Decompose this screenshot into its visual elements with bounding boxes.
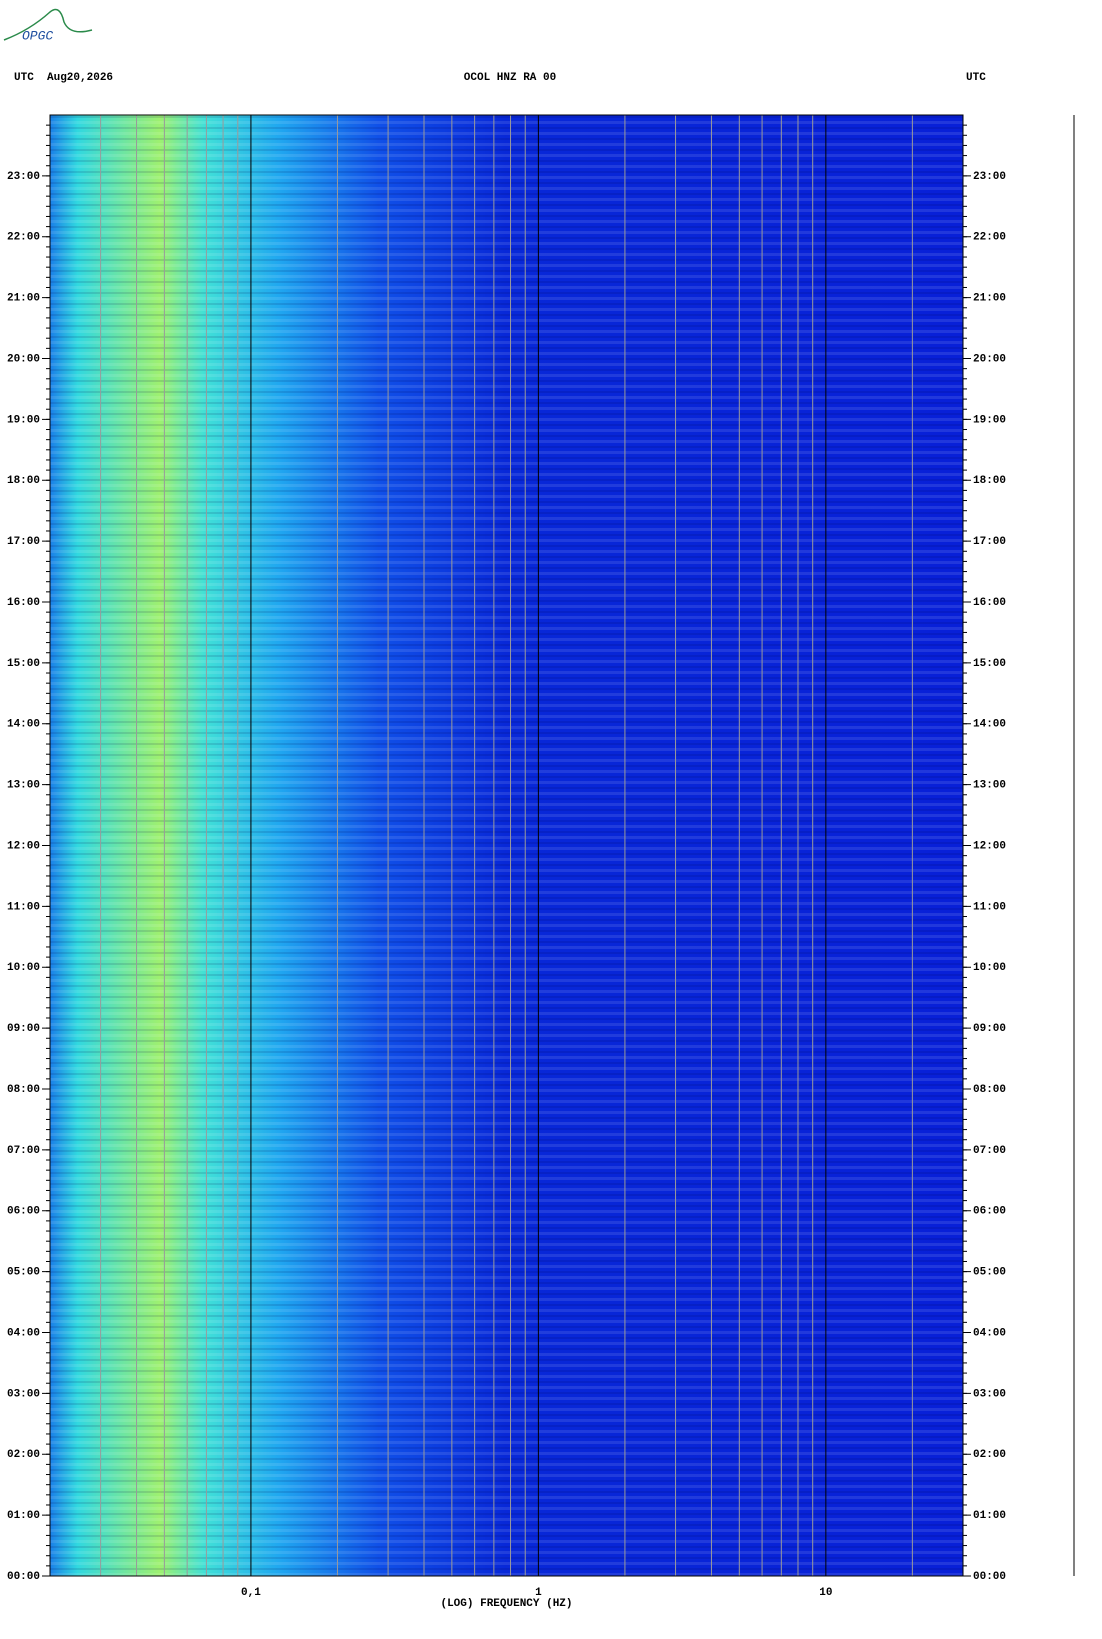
y-tick-label: 09:00 [7,1023,40,1035]
x-tick-label: 0,1 [241,1587,261,1599]
y-tick-label: 02:00 [7,1449,40,1461]
logo-text: OPGC [22,28,53,43]
y-tick-label: 22:00 [7,232,40,244]
y-tick-label: 17:00 [973,536,1006,548]
y-tick-label: 14:00 [973,719,1006,731]
right-header: UTC [966,72,986,84]
y-tick-label: 04:00 [7,1327,40,1339]
y-tick-label: 20:00 [973,353,1006,365]
y-tick-label: 06:00 [7,1206,40,1218]
y-tick-label: 23:00 [973,171,1006,183]
plot-frame [49,114,964,1577]
y-tick-label: 19:00 [973,414,1006,426]
x-tick-label: 1 [535,1587,542,1599]
y-tick-label: 06:00 [973,1206,1006,1218]
y-tick-label: 18:00 [973,475,1006,487]
y-tick-label: 03:00 [7,1388,40,1400]
y-tick-label: 00:00 [7,1571,40,1583]
y-tick-label: 04:00 [973,1327,1006,1339]
y-tick-label: 02:00 [973,1449,1006,1461]
chart-title: OCOL HNZ RA 00 [464,72,556,84]
y-tick-label: 17:00 [7,536,40,548]
y-tick-label: 22:00 [973,232,1006,244]
y-tick-label: 05:00 [7,1267,40,1279]
y-tick-label: 21:00 [7,293,40,305]
y-tick-label: 08:00 [7,1084,40,1096]
y-tick-label: 09:00 [973,1023,1006,1035]
x-tick-label: 10 [819,1587,832,1599]
y-tick-label: 23:00 [7,171,40,183]
y-tick-label: 01:00 [7,1510,40,1522]
y-tick-label: 16:00 [973,597,1006,609]
y-tick-label: 13:00 [7,780,40,792]
y-tick-label: 07:00 [7,1145,40,1157]
y-tick-label: 15:00 [7,658,40,670]
y-tick-label: 07:00 [973,1145,1006,1157]
y-tick-label: 10:00 [973,962,1006,974]
y-tick-label: 21:00 [973,293,1006,305]
y-tick-label: 12:00 [973,840,1006,852]
logo: OPGC [3,8,93,43]
y-tick-label: 08:00 [973,1084,1006,1096]
y-tick-label: 15:00 [973,658,1006,670]
x-axis-label: (LOG) FREQUENCY (HZ) [440,1598,572,1610]
y-tick-label: 11:00 [973,901,1006,913]
y-tick-label: 03:00 [973,1388,1006,1400]
y-tick-label: 01:00 [973,1510,1006,1522]
y-tick-label: 05:00 [973,1267,1006,1279]
y-tick-label: 19:00 [7,414,40,426]
y-tick-label: 16:00 [7,597,40,609]
left-header: UTC Aug20,2026 [14,72,113,84]
y-tick-label: 13:00 [973,780,1006,792]
y-tick-label: 20:00 [7,353,40,365]
y-tick-label: 00:00 [973,1571,1006,1583]
y-tick-label: 11:00 [7,901,40,913]
y-tick-label: 12:00 [7,840,40,852]
y-tick-label: 18:00 [7,475,40,487]
spectrogram-texture [50,115,963,1576]
y-tick-label: 10:00 [7,962,40,974]
y-tick-label: 14:00 [7,719,40,731]
